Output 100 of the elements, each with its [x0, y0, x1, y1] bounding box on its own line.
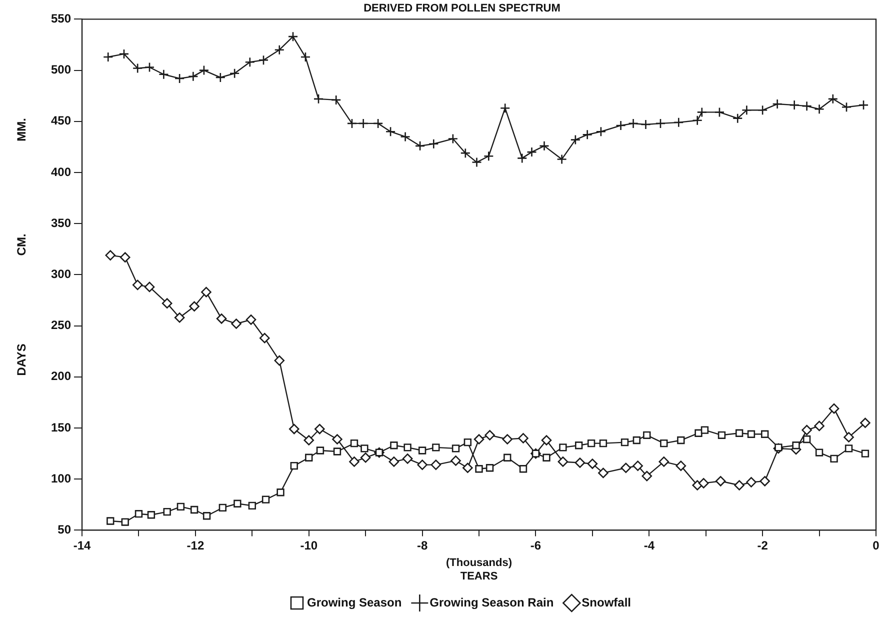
- point: [314, 424, 325, 434]
- point: [216, 313, 227, 324]
- point: [718, 431, 726, 439]
- point: [231, 318, 242, 329]
- point: [259, 332, 270, 344]
- point: [106, 517, 114, 525]
- point: [400, 132, 410, 142]
- point: [333, 448, 342, 456]
- point: [735, 429, 744, 437]
- y-tick-label: 500: [50, 62, 72, 77]
- point: [360, 452, 371, 463]
- point: [198, 65, 210, 76]
- point: [616, 120, 626, 131]
- point: [134, 510, 143, 518]
- point: [460, 148, 471, 158]
- point: [692, 115, 703, 126]
- x-tick-label: -14: [73, 538, 92, 553]
- point: [346, 118, 358, 129]
- point: [375, 448, 384, 456]
- point: [430, 460, 442, 470]
- point: [598, 468, 608, 478]
- point: [234, 500, 242, 508]
- point: [288, 31, 298, 42]
- point: [486, 464, 494, 472]
- point: [274, 44, 285, 56]
- point: [643, 431, 651, 439]
- point: [677, 436, 685, 444]
- text: DAYS CM. MM.: [14, 118, 28, 376]
- x-tick-label: -10: [300, 538, 318, 553]
- point: [556, 154, 567, 164]
- point: [313, 94, 324, 104]
- point: [844, 432, 854, 442]
- point: [105, 250, 116, 260]
- point: [158, 69, 169, 80]
- point: [305, 454, 313, 462]
- point: [658, 456, 670, 467]
- point: [102, 52, 114, 62]
- point: [330, 94, 342, 106]
- point: [519, 465, 528, 473]
- point: [789, 100, 800, 110]
- point: [147, 511, 156, 519]
- point: [774, 444, 782, 452]
- point: [190, 506, 198, 514]
- point: [620, 462, 632, 474]
- point: [694, 429, 702, 437]
- point: [516, 153, 528, 164]
- point: [502, 434, 513, 444]
- point: [673, 117, 684, 128]
- point: [696, 107, 708, 118]
- point: [452, 444, 460, 452]
- point: [500, 102, 510, 114]
- point: [215, 72, 226, 83]
- point: [132, 280, 143, 290]
- point: [660, 440, 668, 448]
- point: [582, 130, 592, 140]
- point: [802, 435, 811, 444]
- point: [632, 436, 641, 444]
- point: [404, 444, 412, 452]
- point: [642, 470, 652, 482]
- point: [734, 480, 744, 490]
- point: [174, 73, 185, 84]
- point: [274, 355, 285, 366]
- point: [570, 134, 581, 145]
- point: [814, 420, 824, 432]
- point: [715, 476, 726, 486]
- point: [772, 98, 782, 110]
- y-tick-label: 200: [50, 369, 72, 384]
- legend-label: Snowfall: [582, 595, 632, 610]
- point: [802, 424, 812, 436]
- point: [144, 282, 155, 292]
- point: [248, 502, 256, 510]
- y-tick-label: 550: [50, 12, 72, 26]
- point: [350, 440, 358, 448]
- x-tick-label: -4: [644, 538, 655, 553]
- point: [518, 433, 528, 444]
- point: [132, 63, 143, 74]
- y-tick-label: 150: [50, 420, 72, 434]
- point: [760, 476, 770, 486]
- x-tick-label: -6: [530, 538, 542, 553]
- point: [448, 134, 458, 144]
- point: [484, 151, 494, 162]
- point: [372, 118, 384, 129]
- point: [844, 444, 853, 452]
- point: [858, 100, 869, 110]
- point: [526, 146, 537, 158]
- point: [288, 424, 300, 434]
- x-tick-label: -8: [416, 538, 428, 553]
- point: [162, 298, 172, 308]
- point: [558, 456, 568, 467]
- point: [640, 119, 651, 130]
- point: [861, 450, 870, 458]
- point: [118, 48, 130, 60]
- point: [474, 434, 484, 444]
- point: [802, 100, 812, 112]
- legend-label: Growing Season: [306, 595, 402, 610]
- point: [218, 504, 226, 512]
- point: [587, 440, 596, 448]
- chart-title: DERIVED FROM POLLEN SPECTRUM: [364, 2, 560, 15]
- point: [596, 126, 606, 137]
- point: [746, 477, 756, 488]
